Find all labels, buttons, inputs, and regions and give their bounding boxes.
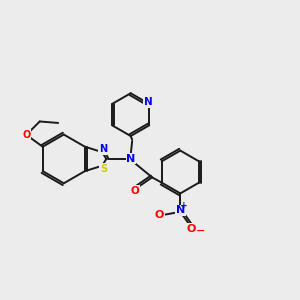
Text: N: N <box>99 144 107 154</box>
Text: S: S <box>100 164 107 174</box>
Text: N: N <box>126 154 135 164</box>
Text: O: O <box>130 186 139 196</box>
Text: O: O <box>187 224 196 234</box>
Text: N: N <box>144 98 153 107</box>
Text: N: N <box>176 205 185 215</box>
Text: O: O <box>155 210 164 220</box>
Text: O: O <box>22 130 31 140</box>
Text: +: + <box>180 201 188 210</box>
Text: −: − <box>196 226 205 236</box>
